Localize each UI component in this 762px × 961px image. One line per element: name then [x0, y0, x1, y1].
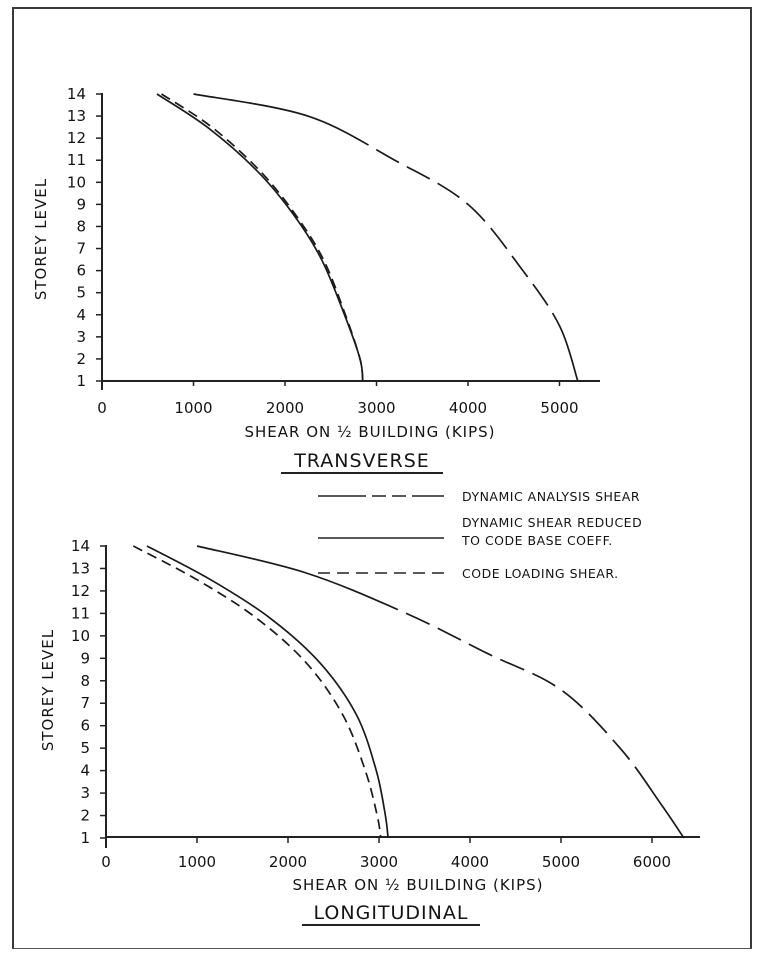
transverse-y-tick-label: 2	[76, 350, 86, 368]
longitudinal-x-tick-label: 2000	[269, 853, 307, 871]
transverse-y-axis-title: STOREY LEVEL	[32, 178, 50, 300]
transverse-x-tick-label: 2000	[266, 399, 304, 417]
longitudinal-series-code-loading	[132, 545, 382, 839]
transverse-series-dynamic-analysis	[193, 93, 579, 382]
transverse-y-tick-label: 12	[67, 129, 86, 147]
transverse-series	[156, 93, 579, 382]
longitudinal-x-axis-title: SHEAR ON ½ BUILDING (KIPS)	[293, 876, 544, 894]
transverse-y-tick-label: 11	[67, 151, 86, 169]
figure-border	[12, 7, 752, 949]
longitudinal-y-tick-label: 3	[80, 784, 90, 802]
longitudinal-x-tick-label: 0	[101, 853, 111, 871]
transverse-y-tick-label: 7	[76, 240, 86, 258]
transverse-x-tick-label: 5000	[540, 399, 578, 417]
transverse-y-tick-label: 8	[76, 217, 86, 235]
transverse-y-tick-label: 14	[67, 85, 86, 103]
legend-label-dynamic-reduced-line1: DYNAMIC SHEAR REDUCED	[462, 515, 642, 530]
transverse-x-tick-label: 3000	[357, 399, 395, 417]
longitudinal-x-tick-label: 6000	[633, 853, 671, 871]
longitudinal-caption: LONGITUDINAL	[314, 902, 469, 924]
transverse-x-ticks: 0 1000 2000 3000 4000 5000	[97, 381, 579, 417]
transverse-x-axis-title: SHEAR ON ½ BUILDING (KIPS)	[245, 423, 496, 441]
longitudinal-y-tick-label: 8	[80, 672, 90, 690]
longitudinal-y-tick-label: 11	[71, 604, 90, 622]
longitudinal-x-tick-label: 4000	[451, 853, 489, 871]
longitudinal-y-tick-label: 6	[80, 717, 90, 735]
transverse-chart: 0 1000 2000 3000 4000 5000 123456789101112131…	[32, 85, 600, 474]
transverse-y-tick-label: 4	[76, 306, 86, 324]
longitudinal-y-tick-label: 5	[80, 739, 90, 757]
legend-label-dynamic-reduced-line2: TO CODE BASE COEFF.	[461, 533, 613, 548]
longitudinal-y-tick-label: 14	[71, 537, 90, 555]
longitudinal-x-ticks: 0 1000 2000 3000 4000 5000 6000	[101, 838, 671, 871]
longitudinal-x-tick-label: 1000	[178, 853, 216, 871]
longitudinal-chart: 0 1000 2000 3000 4000 5000 6000 12345678910111…	[39, 537, 700, 926]
longitudinal-series	[132, 545, 685, 839]
longitudinal-x-tick-label: 5000	[542, 853, 580, 871]
longitudinal-y-tick-label: 12	[71, 582, 90, 600]
transverse-y-tick-label: 6	[76, 262, 86, 280]
transverse-series-code-loading	[161, 93, 364, 382]
longitudinal-y-tick-label: 2	[80, 807, 90, 825]
transverse-y-tick-label: 5	[76, 284, 86, 302]
transverse-x-tick-label: 4000	[449, 399, 487, 417]
transverse-y-tick-label: 9	[76, 195, 86, 213]
transverse-y-tick-label: 1	[76, 372, 86, 390]
longitudinal-y-axis-title: STOREY LEVEL	[39, 629, 57, 751]
longitudinal-series-dynamic-analysis	[196, 545, 685, 839]
transverse-y-tick-label: 10	[67, 173, 86, 191]
longitudinal-y-tick-label: 10	[71, 627, 90, 645]
longitudinal-y-tick-label: 9	[80, 649, 90, 667]
legend-label-code-loading: CODE LOADING SHEAR.	[462, 566, 619, 581]
transverse-caption: TRANSVERSE	[293, 450, 430, 472]
transverse-y-tick-label: 13	[67, 107, 86, 125]
legend-label-dynamic-analysis: DYNAMIC ANALYSIS SHEAR	[462, 489, 640, 504]
longitudinal-y-tick-label: 7	[80, 694, 90, 712]
transverse-series-dynamic-reduced	[156, 93, 364, 382]
longitudinal-series-dynamic-reduced	[146, 545, 389, 839]
longitudinal-y-tick-label: 4	[80, 762, 90, 780]
longitudinal-y-tick-label: 1	[80, 829, 90, 847]
transverse-y-tick-label: 3	[76, 328, 86, 346]
transverse-x-tick-label: 0	[97, 399, 107, 417]
longitudinal-y-tick-label: 13	[71, 559, 90, 577]
longitudinal-x-tick-label: 3000	[360, 853, 398, 871]
transverse-x-tick-label: 1000	[174, 399, 212, 417]
legend: DYNAMIC ANALYSIS SHEAR DYNAMIC SHEAR RED…	[318, 489, 642, 581]
